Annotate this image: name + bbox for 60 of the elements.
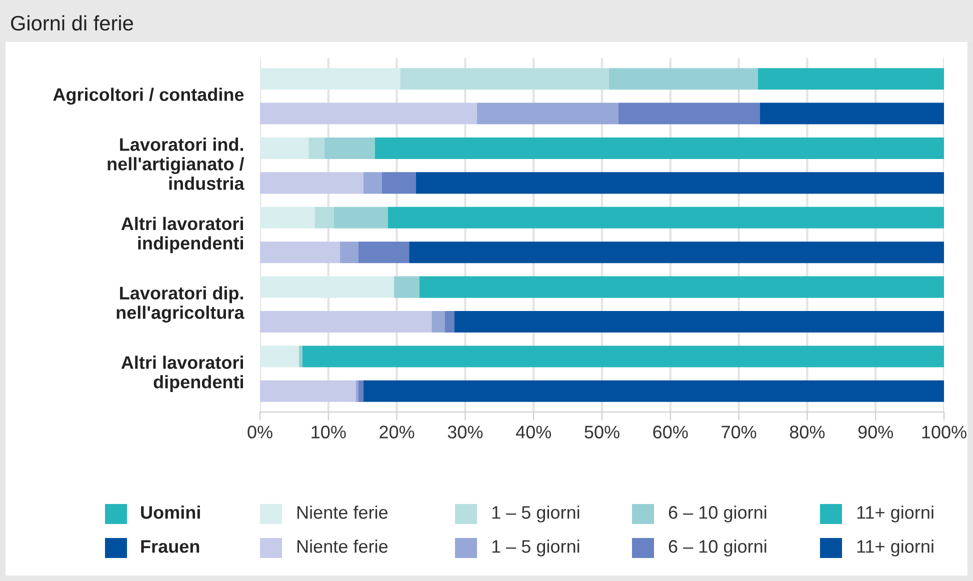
bar	[618, 102, 760, 124]
bar	[356, 380, 358, 402]
bar	[608, 68, 758, 90]
bar	[419, 276, 944, 298]
bar	[260, 311, 432, 333]
bar	[324, 137, 375, 159]
legend-label: 6 – 10 giorni	[668, 540, 766, 556]
y-tick-label: Altri lavoratori indipendenti	[121, 216, 243, 254]
bar	[260, 242, 340, 264]
text: Uomini	[141, 506, 200, 519]
bar	[400, 68, 609, 90]
bar	[363, 380, 944, 402]
x-tick-label: 100%	[922, 426, 966, 438]
bar	[260, 380, 356, 402]
y-tick-label: Altri lavoratori dipendenti	[121, 356, 243, 392]
bar	[358, 380, 364, 402]
bar	[314, 206, 334, 228]
legend-label: Niente ferie	[297, 540, 388, 553]
x-tick-label: 70%	[722, 426, 756, 438]
bar	[454, 311, 944, 333]
bar	[302, 346, 944, 368]
bar	[394, 276, 420, 298]
legend-label: 11+ giorni	[857, 540, 934, 556]
x-tick-label: 20%	[380, 426, 414, 438]
bar	[260, 172, 364, 194]
x-tick-label: 60%	[653, 426, 688, 438]
legend-label: Niente ferie	[297, 506, 388, 519]
bar	[476, 102, 618, 124]
bar	[388, 206, 944, 228]
legend-label: 6 – 10 giorni	[668, 506, 766, 522]
bar	[444, 311, 454, 333]
bar	[760, 102, 944, 124]
text: Giorni di ferie	[11, 15, 133, 31]
x-tick-label: 40%	[516, 426, 552, 438]
bar	[382, 172, 416, 194]
x-tick-label: 50%	[584, 426, 620, 438]
bar	[416, 172, 944, 194]
bar	[340, 242, 358, 264]
bar	[409, 242, 944, 264]
bar	[308, 137, 324, 159]
x-tick-label: 80%	[790, 426, 825, 438]
bar	[363, 172, 382, 194]
text: Frauen	[141, 540, 200, 553]
legend-label: 1 – 5 giorni	[492, 506, 580, 522]
bar	[758, 68, 944, 90]
y-tick-label: Agricoltori / contadine	[53, 88, 244, 105]
bar	[260, 102, 477, 124]
x-tick-label: 10%	[312, 426, 346, 438]
legend-label: 11+ giorni	[857, 506, 934, 522]
y-tick-label: Lavoratori dip. nell'agricoltura	[116, 286, 244, 323]
bar	[432, 311, 445, 333]
x-tick-label: 30%	[448, 426, 483, 438]
bar	[374, 137, 944, 159]
bar	[358, 242, 410, 264]
x-tick-label: 0%	[248, 426, 272, 438]
bar	[334, 206, 388, 228]
x-tick-label: 90%	[858, 426, 894, 438]
bar	[298, 346, 302, 368]
legend-label: 1 – 5 giorni	[492, 540, 580, 556]
y-tick-label: Lavoratori ind. nell'artigianato / industria	[108, 138, 244, 190]
